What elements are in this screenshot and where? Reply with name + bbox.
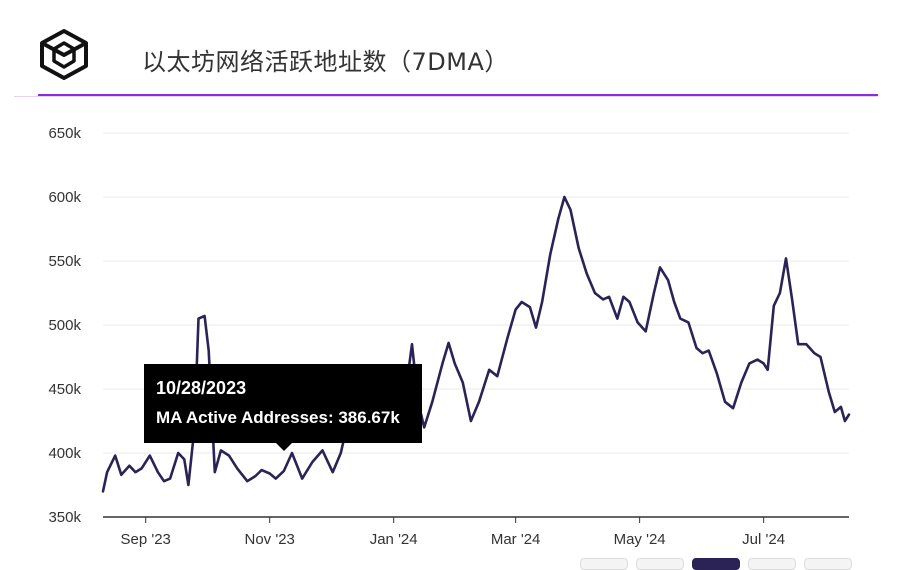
x-tick-label: Nov '23 (244, 531, 294, 548)
y-tick-label: 350k (48, 509, 81, 526)
series-line-active-addresses[interactable] (101, 195, 851, 493)
range-button-active[interactable] (692, 558, 740, 570)
y-tick-label: 500k (48, 317, 81, 334)
y-tick-label: 600k (48, 189, 81, 206)
range-button[interactable] (804, 558, 852, 570)
x-tick-label: Jul '24 (742, 531, 785, 548)
y-tick-label: 550k (48, 253, 81, 270)
tooltip: 10/28/2023 MA Active Addresses: 386.67k (144, 364, 422, 443)
tooltip-value: MA Active Addresses: 386.67k (156, 408, 400, 427)
tooltip-date: 10/28/2023 (156, 378, 247, 398)
the-block-cube-logo-icon (40, 29, 88, 80)
header-divider (38, 94, 878, 96)
range-button[interactable] (580, 558, 628, 570)
chart-header: 以太坊网络活跃地址数（7DMA） (0, 0, 903, 97)
x-tick-label: Sep '23 (120, 531, 170, 548)
chart-title: 以太坊网络活跃地址数（7DMA） (142, 48, 509, 76)
range-button[interactable] (748, 558, 796, 570)
y-axis-ticks: 350k 400k 450k 500k 550k 600k 650k (48, 125, 81, 526)
line-chart[interactable]: 350k 400k 450k 500k 550k 600k 650k Sep '23 Nov … (0, 100, 903, 564)
x-tick-label: May '24 (614, 531, 666, 548)
y-tick-label: 650k (48, 125, 81, 142)
x-tick-label: Jan '24 (370, 531, 418, 548)
tooltip-arrow (276, 443, 292, 451)
y-tick-label: 450k (48, 381, 81, 398)
y-tick-label: 400k (48, 445, 81, 462)
x-tick-label: Mar '24 (491, 531, 541, 548)
range-button[interactable] (636, 558, 684, 570)
x-axis-ticks: Sep '23 Nov '23 Jan '24 Mar '24 May '24 Jul '… (120, 517, 785, 548)
header-divider-faint (14, 96, 878, 97)
